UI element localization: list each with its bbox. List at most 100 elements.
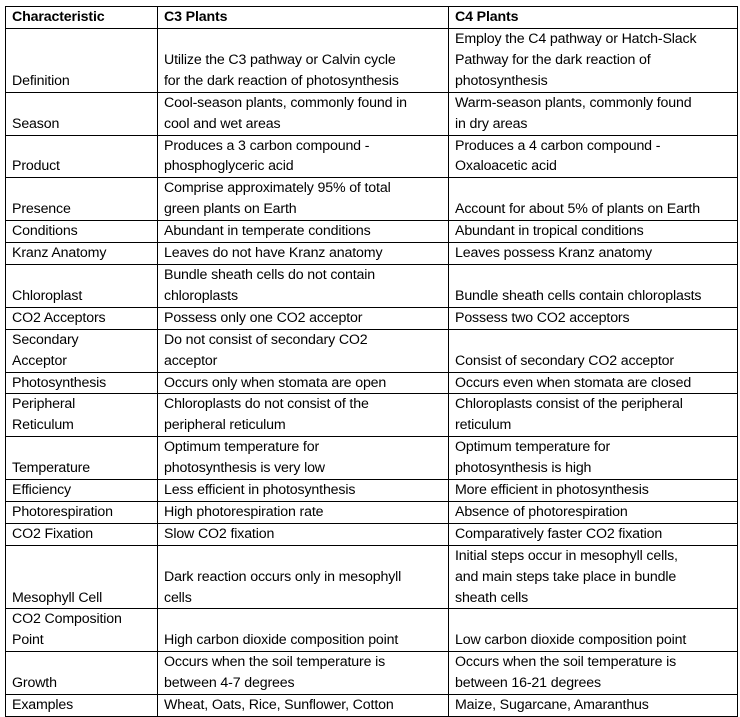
characteristic-cell: Product <box>5 134 158 179</box>
c3-cell: Utilize the C3 pathway or Calvin cycle f… <box>157 28 449 93</box>
c4-cell-text: Employ the C4 pathway or Hatch-Slack Pat… <box>455 31 697 89</box>
table-row: CO2 Acceptors Possess only one CO2 accept… <box>5 306 738 330</box>
c4-cell: Occurs when the soil temperature is betw… <box>448 651 738 696</box>
table-row: Definition Utilize the C3 pathway or Calv… <box>5 28 738 93</box>
table-row: Examples Wheat, Oats, Rice, Sunflower, Co… <box>5 694 738 717</box>
c3-cell-text: Produces a 3 carbon compound - phosphogl… <box>164 137 370 175</box>
c3-cell-text: Utilize the C3 pathway or Calvin cycle f… <box>164 51 399 89</box>
c4-cell: Produces a 4 carbon compound - Oxaloacet… <box>448 134 738 179</box>
c4-cell: Warm-season plants, commonly found in dr… <box>448 91 738 136</box>
characteristic-cell-text: Definition <box>12 72 70 89</box>
c3-cell: Occurs when the soil temperature is betw… <box>157 651 449 696</box>
c3-cell: Bundle sheath cells do not contain chlor… <box>157 263 449 308</box>
characteristic-cell: Growth <box>5 651 158 696</box>
characteristic-cell-text: Season <box>12 115 60 132</box>
c4-cell-text: Consist of secondary CO2 acceptor <box>455 352 675 369</box>
c3-cell: Cool-season plants, commonly found in co… <box>157 91 449 136</box>
c4-cell-text: Absence of photorespiration <box>455 503 628 520</box>
c4-cell: Employ the C4 pathway or Hatch-Slack Pat… <box>448 28 738 93</box>
table-row: Temperature Optimum temperature for photo… <box>5 436 738 481</box>
characteristic-cell: Definition <box>5 28 158 93</box>
c4-cell: Occurs even when stomata are closed <box>448 371 738 395</box>
c3-cell-text: Abundant in temperate conditions <box>164 223 371 240</box>
c3-cell: Dark reaction occurs only in mesophyll c… <box>157 544 449 610</box>
c4-cell: Account for about 5% of plants on Earth <box>448 177 738 222</box>
characteristic-cell-text: Temperature <box>12 460 90 477</box>
characteristic-cell-text: CO2 Acceptors <box>12 309 106 326</box>
characteristic-cell-text: Mesophyll Cell <box>12 589 103 606</box>
c3-cell: Do not consist of secondary CO2 acceptor <box>157 328 449 373</box>
characteristic-cell: Efficiency <box>5 479 158 502</box>
c4-cell-text: More efficient in photosynthesis <box>455 482 649 499</box>
c3-cell: High photorespiration rate <box>157 500 449 524</box>
c3-cell-text: Dark reaction occurs only in mesophyll c… <box>164 568 402 606</box>
table-row: Presence Comprise approximately 95% of to… <box>5 177 738 222</box>
characteristic-cell: Chloroplast <box>5 263 158 308</box>
characteristic-cell-text: Growth <box>12 675 57 692</box>
c4-cell-text: Occurs when the soil temperature is betw… <box>455 654 677 692</box>
table-row: Chloroplast Bundle sheath cells do not co… <box>5 263 738 308</box>
characteristic-cell-text: Photorespiration <box>12 503 113 520</box>
characteristic-cell: Photorespiration <box>5 500 158 524</box>
c4-cell-text: Abundant in tropical conditions <box>455 223 644 240</box>
characteristic-cell-text: Efficiency <box>12 482 71 499</box>
c3-cell-text: Comprise approximately 95% of total gree… <box>164 180 391 218</box>
characteristic-cell-text: Conditions <box>12 223 78 240</box>
c4-cell-text: Leaves possess Kranz anatomy <box>455 245 652 262</box>
c3-cell: Leaves do not have Kranz anatomy <box>157 242 449 265</box>
c4-cell-text: Produces a 4 carbon compound - Oxaloacet… <box>455 137 661 175</box>
characteristic-cell: Presence <box>5 177 158 222</box>
c3-cell-text: Do not consist of secondary CO2 acceptor <box>164 331 368 369</box>
c3-cell-text: Occurs only when stomata are open <box>164 374 387 391</box>
table-row: Conditions Abundant in temperate conditio… <box>5 220 738 244</box>
table-row: Secondary Acceptor Do not consist of seco… <box>5 328 738 373</box>
table-row: Mesophyll Cell Dark reaction occurs only … <box>5 544 738 610</box>
characteristic-cell: Photosynthesis <box>5 371 158 395</box>
table-row: Photorespiration High photorespiration ra… <box>5 500 738 524</box>
c3-cell: Less efficient in photosynthesis <box>157 479 449 502</box>
c4-cell: Comparatively faster CO2 fixation <box>448 522 738 546</box>
c3-cell-text: Bundle sheath cells do not contain chlor… <box>164 266 376 304</box>
characteristic-cell: CO2 Fixation <box>5 522 158 546</box>
c3-cell: Comprise approximately 95% of total gree… <box>157 177 449 222</box>
characteristic-cell: Kranz Anatomy <box>5 242 158 265</box>
characteristic-cell: CO2 Composition Point <box>5 608 158 653</box>
c4-cell-text: Possess two CO2 acceptors <box>455 309 630 326</box>
c3-cell: Slow CO2 fixation <box>157 522 449 546</box>
c3-cell: Produces a 3 carbon compound - phosphogl… <box>157 134 449 179</box>
c3-cell-text: Optimum temperature for photosynthesis i… <box>164 439 325 477</box>
header-c3-plants: C3 Plants <box>157 6 449 29</box>
c4-cell: Bundle sheath cells contain chloroplasts <box>448 263 738 308</box>
c3-cell-text: Less efficient in photosynthesis <box>164 482 356 499</box>
c3-cell: Wheat, Oats, Rice, Sunflower, Cotton <box>157 694 449 717</box>
table-row: Peripheral Reticulum Chloroplasts do not … <box>5 393 738 438</box>
characteristic-cell: Peripheral Reticulum <box>5 393 158 438</box>
c4-cell: Leaves possess Kranz anatomy <box>448 242 738 265</box>
characteristic-cell-text: CO2 Fixation <box>12 525 93 542</box>
characteristic-cell-text: Product <box>12 158 60 175</box>
characteristic-cell: Temperature <box>5 436 158 481</box>
c4-cell-text: Initial steps occur in mesophyll cells, … <box>455 547 678 606</box>
c3-cell: Occurs only when stomata are open <box>157 371 449 395</box>
table-row: CO2 Fixation Slow CO2 fixation Comparative… <box>5 522 738 546</box>
c4-cell: Possess two CO2 acceptors <box>448 306 738 330</box>
c4-cell-text: Occurs even when stomata are closed <box>455 374 692 391</box>
c3-cell-text: Occurs when the soil temperature is betw… <box>164 654 386 692</box>
c3-cell-text: Wheat, Oats, Rice, Sunflower, Cotton <box>164 697 394 714</box>
c4-cell: Low carbon dioxide composition point <box>448 608 738 653</box>
table-row: Season Cool-season plants, commonly found… <box>5 91 738 136</box>
table-row: Growth Occurs when the soil temperature i… <box>5 651 738 696</box>
c4-cell: Consist of secondary CO2 acceptor <box>448 328 738 373</box>
characteristic-cell-text: Secondary Acceptor <box>12 331 79 369</box>
c3-cell-text: Chloroplasts do not consist of the perip… <box>164 396 369 434</box>
c4-cell-text: Optimum temperature for photosynthesis i… <box>455 439 611 477</box>
c3-cell: Abundant in temperate conditions <box>157 220 449 244</box>
characteristic-cell-text: Photosynthesis <box>12 374 107 391</box>
c3-cell-text: High carbon dioxide composition point <box>164 632 399 649</box>
c4-cell-text: Comparatively faster CO2 fixation <box>455 525 663 542</box>
characteristic-cell-text: Examples <box>12 697 74 714</box>
table-row: CO2 Composition Point High carbon dioxide… <box>5 608 738 653</box>
c3-cell-text: Possess only one CO2 acceptor <box>164 309 363 326</box>
characteristic-cell-text: Kranz Anatomy <box>12 245 107 262</box>
table-row: Kranz Anatomy Leaves do not have Kranz an… <box>5 242 738 265</box>
